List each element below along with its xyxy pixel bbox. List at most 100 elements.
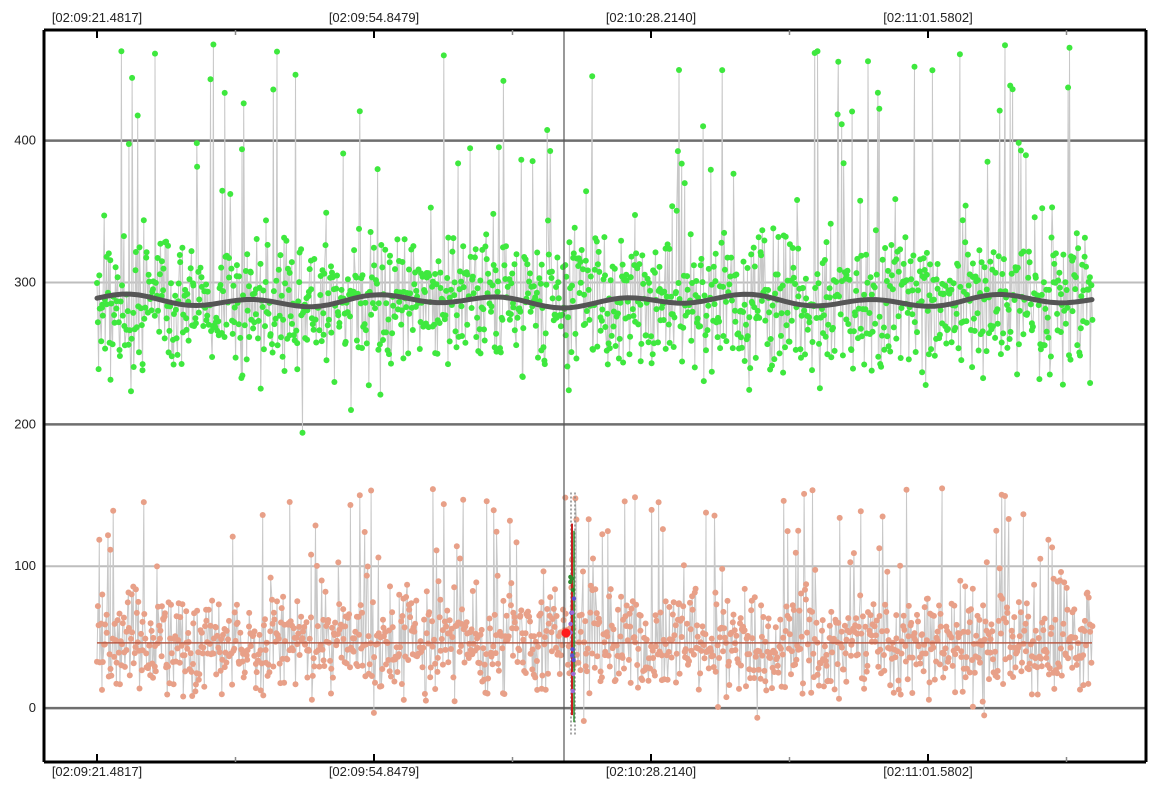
data-point-salmon [975,655,982,661]
data-point-salmon [1011,614,1018,621]
data-point-green [883,278,890,284]
data-point-salmon [379,666,386,672]
data-point-green [545,217,551,224]
data-point-salmon [489,661,496,668]
data-point-green [638,340,645,347]
data-point-green [740,309,747,315]
data-point-salmon [185,639,192,645]
data-point-green [637,301,644,308]
data-point-green [752,354,759,361]
data-point-salmon [930,612,937,619]
data-point-green [260,287,267,294]
data-point-green [826,294,833,301]
data-point-green [262,323,268,330]
data-point-green [203,317,210,324]
data-point-salmon [627,679,634,686]
data-point-salmon [921,604,928,611]
data-point-salmon [872,638,879,645]
data-point-green [383,329,389,336]
data-point-salmon [815,665,822,672]
data-point-green [897,246,904,253]
data-point-green [616,335,623,342]
data-point-green [493,330,500,337]
data-point-salmon [1010,674,1017,680]
data-point-salmon [708,635,715,642]
data-point-green [529,158,536,165]
data-point-green [664,241,671,248]
highlight-marker[interactable] [561,628,571,638]
data-point-salmon [599,531,606,538]
data-point-salmon [615,670,622,677]
data-point-green [490,210,497,217]
data-point-green [273,277,280,284]
data-point-salmon [689,606,696,613]
data-point-salmon [780,497,787,504]
data-point-salmon [187,650,194,657]
data-point-salmon [143,650,150,657]
data-point-green [629,306,636,313]
data-point-green [999,271,1006,277]
data-point-green [959,217,966,224]
data-point-salmon [429,486,436,493]
data-point-green [786,338,793,345]
data-point-green [483,231,490,238]
data-point-salmon [1088,659,1095,666]
data-point-green [813,315,820,321]
data-point-salmon [346,611,353,618]
data-point-green [95,366,102,373]
data-point-salmon [966,619,973,626]
data-point-green [746,386,753,393]
data-point-salmon [828,608,835,615]
data-point-green [684,273,691,280]
y-tick-label: 300 [14,275,36,290]
data-point-green [392,266,398,273]
data-point-salmon [626,610,633,617]
data-point-green [996,107,1003,114]
data-point-green [278,334,284,341]
data-point-salmon [483,498,490,505]
data-point-green [594,343,601,350]
data-point-green [514,314,521,321]
data-point-green [192,315,199,322]
data-point-green [615,310,621,317]
data-point-green [666,339,673,346]
data-point-green [893,335,900,342]
data-point-green [318,338,325,345]
data-point-green [112,264,119,271]
data-point-salmon [156,635,163,642]
data-point-green [333,285,340,292]
data-point-salmon [915,618,921,625]
data-point-green [867,274,874,281]
data-point-green [1081,253,1088,260]
data-point-green [962,202,969,209]
data-point-salmon [990,656,996,663]
data-point-salmon [1022,620,1029,627]
x-tick-label-bottom: [02:09:21.4817] [52,764,142,779]
data-point-green [177,259,184,266]
data-point-salmon [940,650,947,657]
data-point-salmon [694,633,701,640]
data-point-salmon [774,654,781,661]
data-point-green [679,358,686,365]
data-point-salmon [1025,666,1032,673]
data-point-green [321,270,328,277]
data-point-green [767,336,774,342]
data-point-green [331,379,338,385]
data-point-salmon [267,628,274,635]
data-point-green [532,322,539,329]
data-point-salmon [432,686,439,692]
data-point-salmon [834,661,841,668]
data-point-salmon [110,507,117,514]
data-point-green [712,278,719,285]
data-point-green [619,261,626,268]
data-point-green [494,288,501,295]
data-point-salmon [397,644,403,651]
data-point-salmon [308,551,315,558]
data-point-green [244,307,251,314]
data-point-green [1038,291,1045,298]
data-point-green [320,331,327,338]
data-point-green [897,355,904,361]
data-point-green [798,312,805,319]
data-point-green [536,275,543,282]
